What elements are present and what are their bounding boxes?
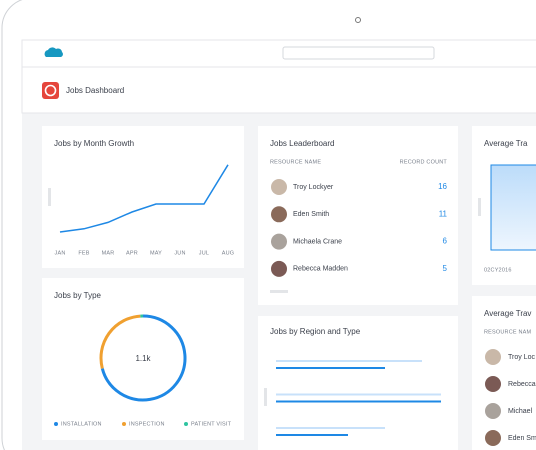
- legend-swatch: [54, 422, 58, 426]
- card-title: Jobs by Region and Type: [270, 327, 361, 336]
- resource-name: Michael: [508, 408, 533, 415]
- record-count: 5: [443, 264, 448, 273]
- search-box[interactable]: [282, 46, 435, 60]
- legend-swatch: [122, 422, 126, 426]
- resource-name: Troy Lockyer: [293, 184, 334, 191]
- x-tick-label: MAY: [150, 250, 162, 256]
- avatar: [271, 260, 287, 277]
- legend-label: INSTALLATION: [61, 421, 102, 427]
- scroll-handle: [270, 290, 288, 293]
- resource-name: Troy Loc: [508, 354, 535, 361]
- page-header: [21, 66, 536, 114]
- scroll-handle: [48, 188, 51, 206]
- x-tick-label: JUN: [174, 250, 185, 256]
- avatar: [485, 376, 501, 392]
- legend-label: INSPECTION: [129, 421, 165, 427]
- donut-segment: [100, 314, 187, 402]
- resource-name: Eden Smith: [293, 211, 329, 218]
- card-title: Average Trav: [484, 309, 531, 318]
- resource-name: Rebecca: [508, 381, 536, 388]
- x-tick-label: APR: [126, 250, 138, 256]
- donut-segment: [99, 314, 141, 369]
- card: [42, 126, 244, 268]
- area: [490, 164, 536, 251]
- avatar: [485, 349, 501, 365]
- resource-name: Eden Sm: [508, 435, 536, 442]
- legend-swatch: [184, 422, 188, 426]
- card-title: Jobs Leaderboard: [270, 139, 335, 148]
- legend-label: PATIENT VISIT: [191, 421, 232, 427]
- x-tick-label: JUL: [199, 250, 209, 256]
- x-tick-label: FEB: [78, 250, 89, 256]
- resource-name: Michaela Crane: [293, 238, 342, 245]
- card-title: Jobs by Type: [54, 291, 102, 300]
- line: [59, 164, 229, 233]
- avatar: [485, 430, 501, 446]
- x-tick-label: AUG: [222, 250, 235, 256]
- dashboard-icon: [42, 82, 59, 99]
- x-label: 02CY2016: [484, 267, 512, 273]
- x-tick-label: MAR: [102, 250, 115, 256]
- donut-center: 1.1k: [135, 354, 151, 363]
- avatar: [271, 206, 287, 223]
- card-title: Average Tra: [484, 139, 528, 148]
- column-header: RECORD COUNT: [400, 159, 448, 165]
- avatar: [485, 403, 501, 419]
- card: [258, 126, 458, 305]
- card: [472, 296, 536, 450]
- logo[interactable]: [44, 47, 63, 57]
- scroll-handle: [264, 388, 267, 406]
- page-title: Jobs Dashboard: [66, 86, 124, 95]
- top-bar: [21, 39, 536, 68]
- avatar: [271, 233, 287, 250]
- column-header: RESOURCE NAM: [484, 329, 532, 335]
- record-count: 11: [439, 209, 448, 218]
- card: [42, 278, 244, 440]
- scroll-handle: [478, 198, 481, 216]
- record-count: 6: [443, 237, 448, 246]
- column-header: RESOURCE NAME: [270, 159, 321, 165]
- camera: [355, 17, 361, 23]
- avatar: [271, 179, 287, 195]
- resource-name: Rebecca Madden: [293, 266, 348, 273]
- record-count: 16: [438, 182, 447, 191]
- icon-glyph: [44, 84, 57, 97]
- card-title: Jobs by Month Growth: [54, 139, 134, 148]
- x-tick-label: JAN: [55, 250, 66, 256]
